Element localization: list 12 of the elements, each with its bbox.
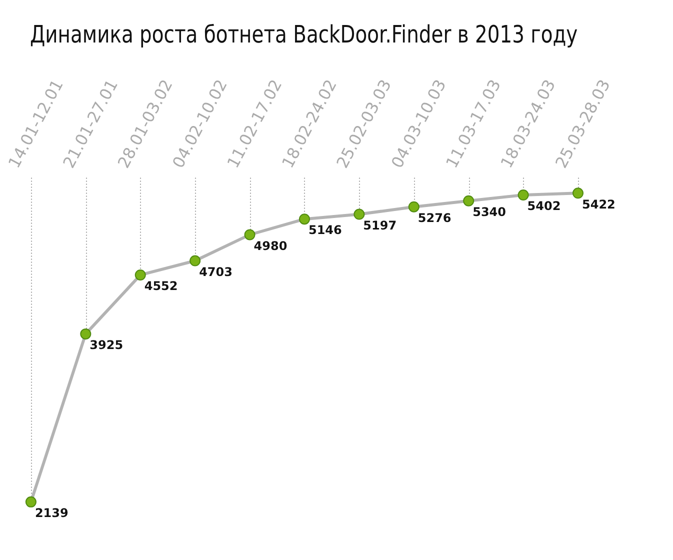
data-label: 4552 [144,279,178,294]
data-label: 5197 [363,218,397,232]
data-label: 5276 [418,210,452,225]
data-label: 5402 [527,199,561,214]
data-label: 2139 [34,506,68,520]
data-label: 5146 [308,223,342,238]
data-label: 3925 [90,338,124,352]
data-label: 4703 [199,264,232,279]
data-label: 4980 [254,238,288,253]
data-label: 5340 [472,204,506,219]
data-label: 5422 [582,197,616,212]
chart-title: Динамика роста ботнета BackDoor.Finder в 2013 году [30,22,578,50]
